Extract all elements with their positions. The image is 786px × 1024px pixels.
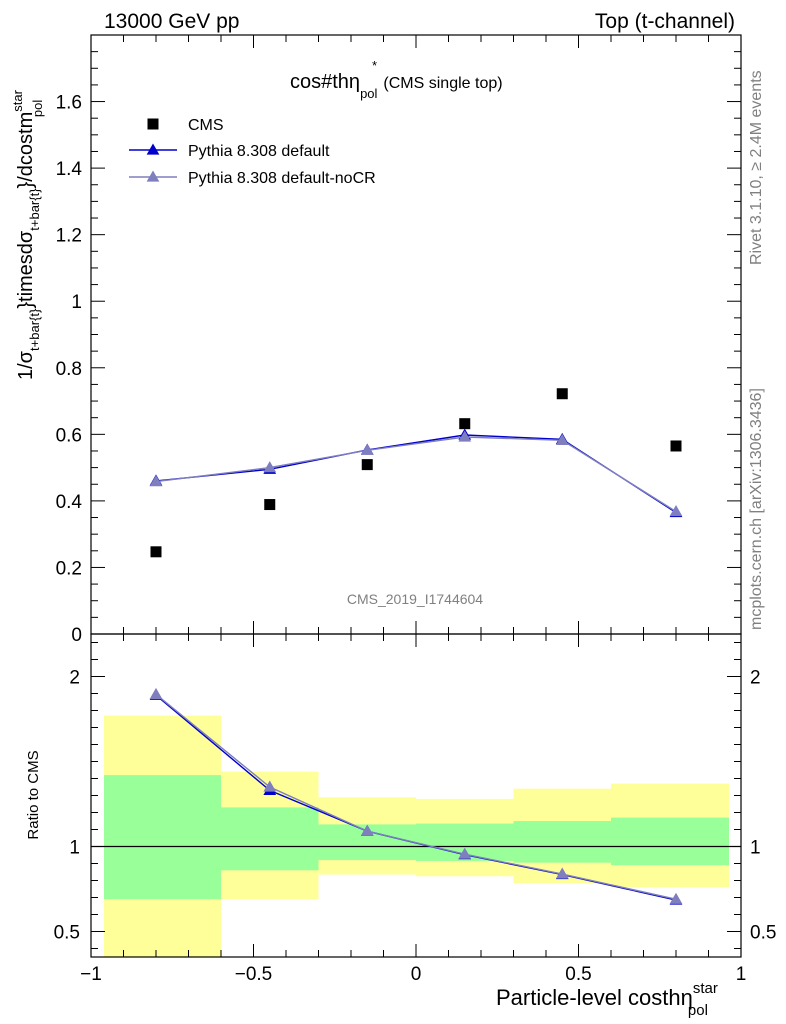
legend-label: CMS: [188, 117, 224, 134]
main-y-tick-label: 0.8: [56, 359, 82, 380]
ratio-y-tick-label: 1: [69, 838, 80, 859]
ratio-band-inner: [221, 807, 319, 871]
ratio-y-tick-label-right: 2: [750, 668, 761, 689]
main-y-tick-label: 1.4: [56, 159, 83, 180]
legend-label: Pythia 8.308 default-noCR: [188, 170, 376, 187]
legend-triangle-marker: [146, 143, 160, 155]
legend-label: Pythia 8.308 default: [188, 143, 330, 160]
xlabel-sup: star: [693, 980, 718, 997]
ylabel-s1: t+bar{t}: [27, 308, 42, 351]
x-tick-label: 0.5: [565, 964, 591, 985]
main-triangle-point: [149, 475, 163, 487]
main-y-tick-label: 0.2: [56, 558, 82, 579]
watermark: CMS_2019_I1744604: [347, 591, 483, 607]
cms-data-point: [150, 546, 162, 558]
title-sub: pol: [360, 86, 377, 101]
ratio-y-tick-label-right: 1: [750, 838, 761, 859]
x-tick-label: −1: [80, 964, 102, 985]
main-y-tick-label: 1: [71, 292, 82, 313]
cms-data-point: [264, 499, 276, 511]
ratio-y-label: Ratio to CMS: [25, 750, 42, 839]
main-triangle-point: [555, 433, 569, 445]
cms-data-point: [670, 440, 682, 452]
main-y-label: 1/σt+bar{t}}timesdσt+bar{t}}/dcostmstar p…: [10, 89, 45, 380]
mcplots-label: mcplots.cern.ch [arXiv:1306.3436]: [748, 388, 765, 630]
main-triangle-point: [360, 443, 374, 455]
xlabel-main: Particle-level costhη: [496, 985, 693, 1010]
x-axis-label: Particle-level costhηstar pol: [496, 980, 718, 1019]
cms-data-point: [459, 418, 471, 430]
main-y-tick-label: 1.2: [56, 226, 82, 247]
x-tick-label: 0: [411, 964, 422, 985]
legend-square-marker: [147, 118, 159, 130]
plot-layer: −1 −0.5 0 0.5 100.20.40.60.811.21.41.60.5 0.5…: [54, 34, 776, 985]
ratio-band-inner: [104, 775, 221, 900]
ratio-triangle-point: [360, 824, 374, 836]
legend-triangle-marker: [146, 170, 160, 182]
cms-data-point: [556, 388, 568, 400]
header-left: 13000 GeV pp: [104, 10, 239, 33]
ratio-triangle-point: [555, 867, 569, 879]
ratio-band-inner: [611, 817, 729, 866]
ratio-band-inner: [513, 821, 611, 863]
ylabel-p2: }timesdσ: [15, 230, 37, 309]
ratio-triangle-point: [669, 892, 683, 904]
ratio-triangle-point: [458, 847, 472, 859]
main-y-tick-label: 0: [71, 625, 82, 646]
main-y-tick-label: 0.4: [56, 492, 83, 513]
main-triangle-point: [263, 461, 277, 473]
ylabel-p3: }/dcostm: [15, 112, 37, 189]
main-triangle-point: [669, 505, 683, 517]
xlabel-sub: pol: [688, 1002, 708, 1019]
main-triangle-point: [458, 430, 472, 442]
main-series-line: [155, 434, 677, 514]
ylabel-sup: star: [10, 89, 25, 111]
ylabel-p1: 1/σ: [15, 350, 37, 380]
cms-data-point: [361, 459, 373, 471]
ratio-y-tick-label: 0.5: [54, 923, 80, 944]
main-y-tick-label: 0.6: [56, 425, 82, 446]
main-y-tick-label: 1.6: [56, 93, 82, 114]
ratio-y-tick-label: 2: [69, 668, 80, 689]
main-series-line: [155, 436, 677, 513]
header-right: Top (t-channel): [595, 10, 735, 33]
rivet-label: Rivet 3.1.10, ≥ 2.4M events: [748, 70, 765, 265]
ratio-series-line: [155, 693, 677, 900]
ratio-y-tick-label-right: 0.5: [750, 923, 776, 944]
ratio-triangle-point: [263, 780, 277, 792]
main-plot-title: cos#thηpol (CMS single top): [290, 71, 503, 101]
title-sup: *: [372, 58, 377, 73]
x-tick-label: −0.5: [235, 964, 273, 985]
title-suffix: (CMS single top): [383, 75, 502, 92]
title-main: cos#thη: [290, 71, 360, 93]
ratio-triangle-point: [149, 687, 163, 699]
ylabel-sub: pol: [30, 100, 45, 117]
ylabel-s2: t+bar{t}: [27, 188, 42, 231]
x-tick-label: 1: [736, 964, 747, 985]
